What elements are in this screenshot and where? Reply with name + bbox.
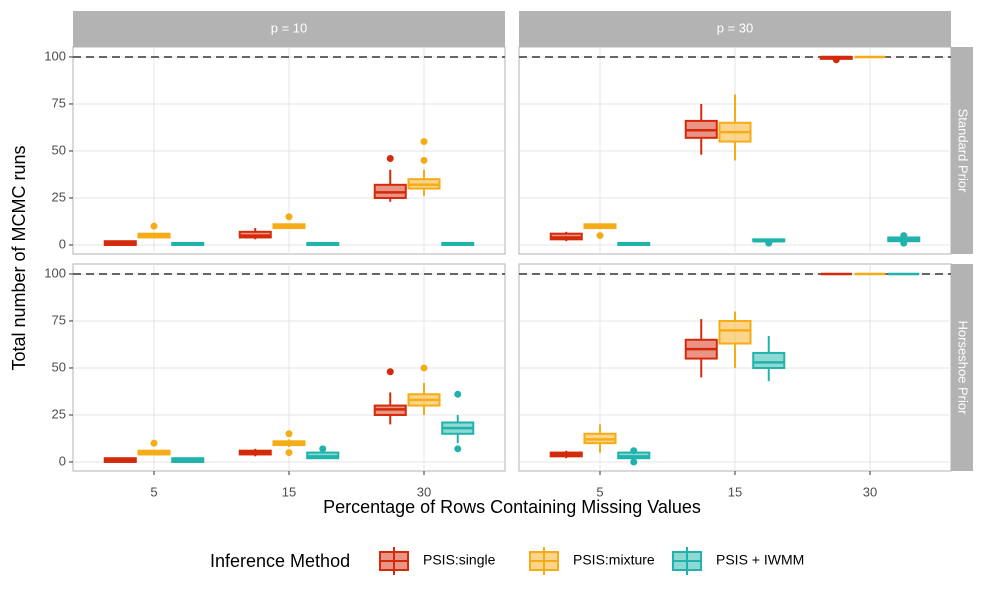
y-tick-label: 100	[44, 265, 66, 280]
strip	[73, 11, 505, 47]
y-tick-label: 75	[52, 95, 66, 110]
outlier	[630, 458, 638, 466]
outlier	[630, 447, 638, 455]
outlier	[900, 239, 908, 247]
column-strip-label: p = 30	[717, 20, 754, 35]
strip	[519, 11, 951, 47]
y-tick-label: 0	[59, 453, 66, 468]
outlier	[319, 445, 327, 453]
box	[752, 351, 786, 369]
outlier	[900, 232, 908, 240]
outlier	[386, 154, 394, 162]
outlier	[832, 56, 840, 64]
legend-title: Inference Method	[210, 551, 350, 571]
outlier	[386, 368, 394, 376]
strip	[951, 264, 973, 471]
x-tick-label: 15	[728, 484, 742, 499]
outlier	[454, 390, 462, 398]
y-tick-label: 75	[52, 312, 66, 327]
strip	[951, 47, 973, 254]
row-strip-label: Horseshoe Prior	[956, 321, 971, 416]
legend-label: PSIS + IWMM	[716, 552, 804, 568]
x-tick-label: 15	[282, 484, 296, 499]
x-tick-label: 30	[417, 484, 431, 499]
column-strip-label: p = 10	[271, 20, 308, 35]
x-tick-label: 30	[863, 484, 877, 499]
outlier	[420, 156, 428, 164]
outlier	[420, 364, 428, 372]
legend-label: PSIS:single	[423, 552, 496, 568]
outlier	[285, 213, 293, 221]
outlier	[420, 138, 428, 146]
x-tick-label: 5	[596, 484, 603, 499]
outlier	[454, 445, 462, 453]
y-axis-label: Total number of MCMC runs	[9, 145, 29, 370]
outlier	[596, 232, 604, 240]
y-tick-label: 25	[52, 406, 66, 421]
outlier	[765, 239, 773, 247]
outlier	[150, 439, 158, 447]
y-tick-label: 50	[52, 359, 66, 374]
y-tick-label: 50	[52, 142, 66, 157]
x-axis-label: Percentage of Rows Containing Missing Va…	[323, 497, 701, 517]
outlier	[150, 222, 158, 230]
outlier	[285, 430, 293, 438]
box	[718, 319, 752, 345]
legend-label: PSIS:mixture	[573, 552, 655, 568]
x-tick-label: 5	[150, 484, 157, 499]
y-tick-label: 0	[59, 236, 66, 251]
outlier	[285, 449, 293, 457]
y-tick-label: 100	[44, 48, 66, 63]
row-strip-label: Standard Prior	[956, 109, 971, 193]
y-tick-label: 25	[52, 189, 66, 204]
